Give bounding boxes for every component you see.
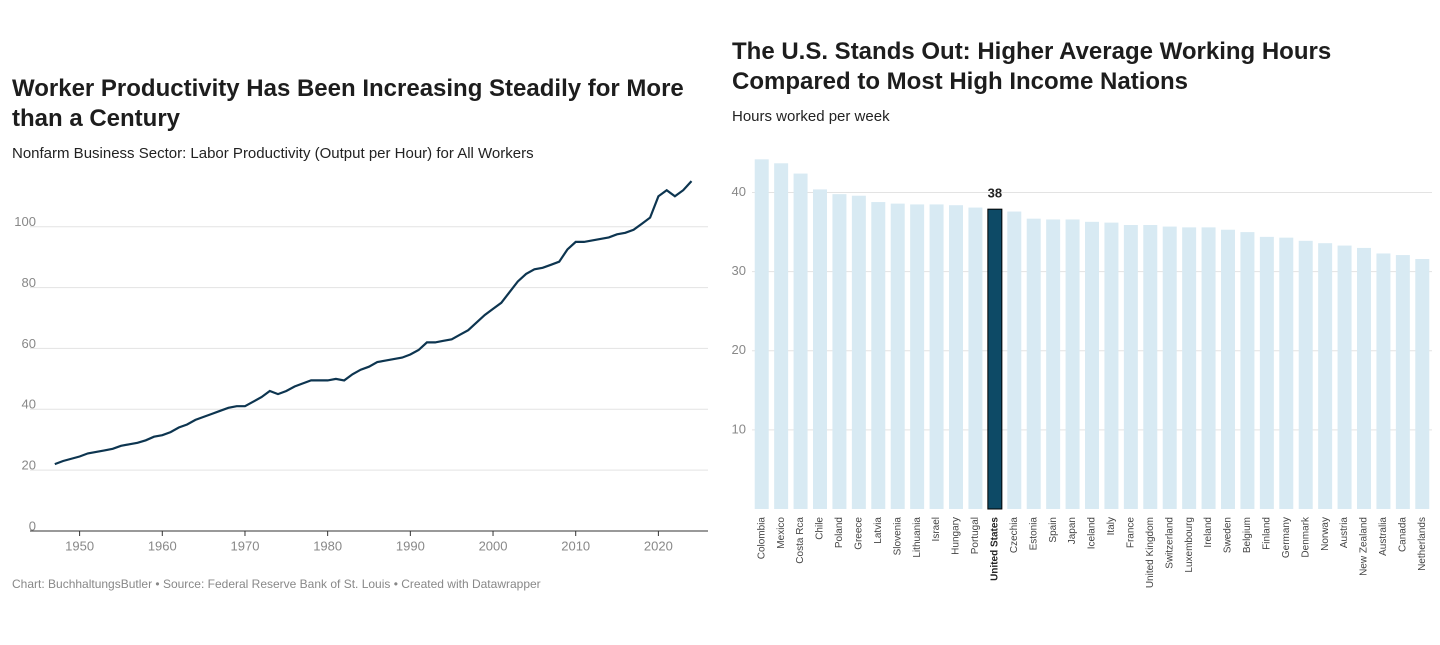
x-tick-label: Portugal [970,517,981,554]
bar [1376,253,1391,509]
bar [949,205,963,510]
chart-title: The U.S. Stands Out: Higher Average Work… [732,38,1332,95]
bar [1395,255,1410,509]
x-tick-label: New Zealand [1359,517,1370,576]
x-tick-label: Latvia [873,517,884,544]
chart-subtitle: Hours worked per week [732,108,890,125]
x-tick-label: Norway [1320,517,1331,551]
x-tick-label: 1980 [313,538,342,553]
x-tick-label: Austria [1339,517,1350,549]
y-tick-label: 100 [14,214,36,229]
bar [871,202,886,509]
x-tick-label: Canada [1397,517,1408,552]
bar [1221,229,1235,509]
y-tick-label: 30 [732,263,746,278]
bar [929,204,944,509]
bar [754,159,769,509]
bar [1007,211,1022,509]
x-tick-label: United Kingdom [1145,517,1156,588]
bar [1279,237,1294,509]
x-tick-label: Sweden [1223,517,1234,553]
bar [1415,259,1430,509]
bar [1318,243,1333,510]
bar [1123,224,1138,510]
x-tick-label: 2020 [644,538,673,553]
x-tick-label: France [1125,517,1136,549]
x-tick-label: 2010 [561,538,590,553]
bar [1085,221,1099,509]
y-tick-label: 40 [22,397,36,412]
x-tick-label: Denmark [1300,516,1311,558]
x-tick-label: Lithuania [912,517,923,558]
bar [832,194,847,510]
x-tick-label: Luxembourg [1184,517,1195,573]
bar [813,189,827,509]
bar [1357,247,1371,509]
bar [774,163,789,510]
x-tick-label: Slovenia [892,517,903,556]
y-tick-label: 60 [22,336,36,351]
chart-source: Chart: BuchhaltungsButler • Source: Fede… [12,577,541,591]
x-tick-label: Mexico [776,517,787,549]
x-tick-label: Australia [1378,517,1389,556]
x-tick-label: Ireland [1203,517,1214,548]
bar [1182,227,1197,509]
x-tick-label: Iceland [1087,517,1098,549]
bar [1337,245,1352,509]
x-tick-label: Netherlands [1417,517,1428,571]
bar [890,203,905,509]
line [54,180,693,466]
bar [910,204,925,509]
x-tick-label: Estonia [1028,517,1039,551]
bar [1026,218,1041,509]
x-tick-label: Japan [1067,517,1078,544]
x-tick-label: 1960 [148,538,177,553]
x-tick-label: Colombia [756,517,767,560]
bar [793,173,808,509]
bar [987,208,1003,510]
x-tick-label: 1970 [231,538,260,553]
x-tick-label: Finland [1261,517,1272,550]
bar [1201,227,1216,509]
y-tick-label: 10 [732,421,746,436]
value-label: 38 [988,186,1002,201]
x-tick-label: 1990 [396,538,425,553]
bar [968,207,983,509]
x-tick-label: 2000 [479,538,508,553]
x-tick-label: Spain [1048,517,1059,543]
y-tick-label: 20 [732,342,746,357]
bar [1065,219,1080,509]
y-tick-label: 20 [22,458,36,473]
x-tick-label: Hungary [951,517,962,555]
y-tick-label: 0 [29,518,36,533]
x-tick-label: Czechia [1009,517,1020,554]
y-tick-label: 40 [732,184,746,199]
x-tick-label: Switzerland [1164,517,1175,569]
bar [1143,224,1158,510]
bar [1259,236,1274,509]
chart-subtitle: Nonfarm Business Sector: Labor Productiv… [12,145,534,162]
bar [1298,240,1313,509]
x-tick-label: Chile [815,517,826,540]
bar [1046,219,1061,509]
x-tick-label: Israel [931,517,942,541]
x-tick-label: 1950 [65,538,94,553]
x-tick-label: Germany [1281,517,1292,558]
bar [1162,226,1177,509]
x-tick-label: Belgium [1242,517,1253,553]
chart-title: Worker Productivity Has Been Increasing … [12,75,684,132]
x-tick-label: Poland [834,517,845,548]
x-tick-label: Greece [853,517,864,550]
y-tick-label: 80 [22,275,36,290]
x-tick-label: Costa Rca [795,517,806,564]
bar [1104,222,1119,509]
bar [851,195,866,509]
x-tick-label: Italy [1106,517,1117,535]
bar [1240,232,1255,509]
x-tick-label: United States [989,517,1000,581]
